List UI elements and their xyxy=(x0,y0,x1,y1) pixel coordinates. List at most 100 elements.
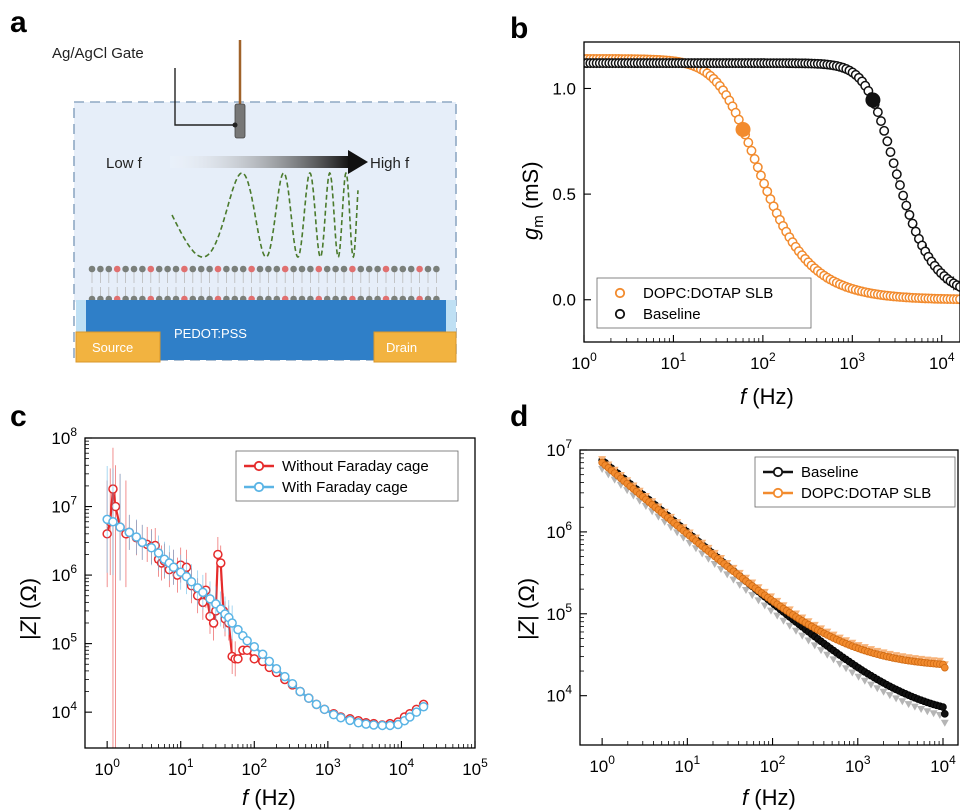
data-point xyxy=(287,678,298,689)
gate-label-leader xyxy=(174,68,235,126)
replicate-marker xyxy=(798,632,807,640)
chart-c: 100 101 102 103 104 105 104 105 106 107 108 Withou… xyxy=(16,425,488,810)
lipid-head-top xyxy=(164,265,171,273)
y-tick-label: 107 xyxy=(546,437,572,460)
lipid-head-top xyxy=(391,265,398,273)
data-point xyxy=(186,576,197,587)
data-point xyxy=(940,663,949,672)
replicate-marker xyxy=(817,647,826,655)
lipid-head-top xyxy=(88,265,96,273)
highlight-point xyxy=(735,121,751,137)
replicate-marker xyxy=(860,677,869,685)
y-tick-label: 105 xyxy=(546,601,572,624)
legend-box xyxy=(754,456,956,508)
data-point xyxy=(368,720,379,730)
chart-c-axes: 100 101 102 103 104 105 104 105 106 107 108 xyxy=(51,425,488,779)
data-point xyxy=(336,712,346,723)
lipid-head-top xyxy=(231,265,239,273)
left-insulation xyxy=(76,300,86,332)
data-point xyxy=(904,209,915,220)
legend-entry: With Faraday cage xyxy=(282,479,408,496)
data-point xyxy=(280,671,290,682)
lipid-head-top xyxy=(433,265,440,273)
drain-electrode xyxy=(373,331,457,363)
data-point xyxy=(385,720,395,731)
chart-b-xlabel: f (Hz) xyxy=(740,384,794,409)
replicate-marker xyxy=(823,651,832,659)
y-tick-label: 107 xyxy=(51,494,77,517)
data-point xyxy=(901,200,912,211)
replicate-marker xyxy=(710,560,719,568)
lipid-head-top xyxy=(374,265,381,273)
data-point xyxy=(108,516,118,527)
replicate-marker xyxy=(760,602,769,610)
x-tick-label: 103 xyxy=(315,756,341,779)
data-point xyxy=(242,636,252,646)
replicate-marker xyxy=(773,612,782,620)
x-tick-label: 105 xyxy=(462,756,488,779)
drain-label: Drain xyxy=(386,340,417,355)
panel-label-d: d xyxy=(510,400,528,433)
data-point xyxy=(885,147,896,158)
lipid-head-top xyxy=(113,265,121,273)
data-point xyxy=(208,618,219,628)
lipid-head-top xyxy=(323,265,331,273)
lipid-head-top xyxy=(290,265,297,273)
replicate-marker xyxy=(735,581,744,589)
chart-d-ylabel: |Z| (Ω) xyxy=(514,578,539,640)
legend-swatch-marker xyxy=(614,308,626,320)
lipid-head-top xyxy=(273,265,281,273)
data-point xyxy=(168,562,179,573)
chart-b-marks xyxy=(584,53,960,305)
replicate-marker xyxy=(873,685,882,693)
data-point xyxy=(213,549,223,560)
replicate-marker xyxy=(929,710,938,718)
replicate-marker xyxy=(716,566,725,574)
y-tick-label: 104 xyxy=(546,683,572,706)
data-point xyxy=(271,663,282,674)
replicate-marker xyxy=(885,692,894,700)
x-tick-label: 104 xyxy=(929,350,955,373)
lipid-head-top xyxy=(407,265,415,273)
x-tick-label: 102 xyxy=(760,753,786,776)
schematic-panel-a: Ag/AgCl Gate Low f High f PEDOT:PSS Sour… xyxy=(52,40,457,363)
replicate-marker xyxy=(854,673,863,681)
replicate-marker xyxy=(741,587,750,595)
data-point xyxy=(249,642,260,652)
legend-entry: Baseline xyxy=(801,464,859,481)
y-tick-label: 0.5 xyxy=(552,185,576,204)
y-tick-label: 106 xyxy=(546,519,572,542)
lipid-head-top xyxy=(382,265,390,273)
panel-label-a: a xyxy=(10,6,27,39)
replicate-marker xyxy=(785,622,794,630)
y-tick-label: 106 xyxy=(51,562,77,585)
chart-c-ylabel: |Z| (Ω) xyxy=(16,578,41,640)
panel-label-c: c xyxy=(10,400,27,433)
lipid-head-top xyxy=(365,265,373,273)
data-point xyxy=(319,704,330,715)
chart-c-legend: Without Faraday cage With Faraday cage xyxy=(235,450,459,502)
replicate-marker xyxy=(704,555,713,563)
y-tick-label: 108 xyxy=(51,425,77,448)
lipid-head-top xyxy=(265,265,272,273)
lipid-head-top xyxy=(189,265,197,273)
chart-c-marks xyxy=(102,447,429,748)
x-tick-label: 104 xyxy=(389,756,415,779)
lipid-head-top xyxy=(315,265,323,273)
gate-label: Ag/AgCl Gate xyxy=(52,45,144,62)
replicate-marker xyxy=(792,627,801,635)
data-point xyxy=(124,527,135,538)
replicate-marker xyxy=(848,669,857,677)
lipid-head-top xyxy=(105,265,113,273)
x-tick-label: 100 xyxy=(589,753,615,776)
data-point xyxy=(264,656,275,667)
legend-box xyxy=(596,277,812,329)
replicate-marker xyxy=(804,637,813,645)
chart-d-axes: 100 101 102 103 104 104 105 106 107 xyxy=(546,437,956,776)
data-point xyxy=(891,169,902,180)
data-point xyxy=(233,624,243,635)
series-line xyxy=(106,488,425,727)
data-point xyxy=(872,107,883,118)
data-point xyxy=(361,719,371,729)
